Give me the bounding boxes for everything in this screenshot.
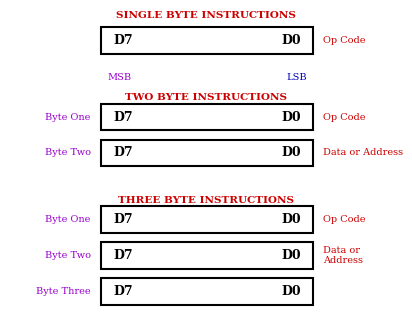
Text: D7: D7 <box>113 111 133 124</box>
Text: TWO BYTE INSTRUCTIONS: TWO BYTE INSTRUCTIONS <box>125 93 287 102</box>
Text: Op Code: Op Code <box>323 112 366 122</box>
Text: D0: D0 <box>281 146 301 159</box>
Text: Byte Three: Byte Three <box>36 287 91 296</box>
Text: D7: D7 <box>113 285 133 298</box>
Text: Op Code: Op Code <box>323 36 366 45</box>
Text: D7: D7 <box>113 249 133 262</box>
Text: SINGLE BYTE INSTRUCTIONS: SINGLE BYTE INSTRUCTIONS <box>116 11 296 21</box>
Text: Byte Two: Byte Two <box>44 251 91 260</box>
Text: Byte One: Byte One <box>45 215 91 224</box>
Bar <box>101 140 313 166</box>
Text: THREE BYTE INSTRUCTIONS: THREE BYTE INSTRUCTIONS <box>118 196 294 205</box>
Text: Data or
Address: Data or Address <box>323 246 363 265</box>
Text: D0: D0 <box>281 111 301 124</box>
Bar <box>101 27 313 54</box>
Text: MSB: MSB <box>107 73 131 82</box>
Bar <box>101 278 313 305</box>
Text: D7: D7 <box>113 34 133 47</box>
Text: D7: D7 <box>113 146 133 159</box>
Bar <box>101 242 313 269</box>
Text: D0: D0 <box>281 285 301 298</box>
Text: D0: D0 <box>281 249 301 262</box>
Bar <box>101 104 313 130</box>
Text: D0: D0 <box>281 213 301 226</box>
Text: Op Code: Op Code <box>323 215 366 224</box>
Text: Byte One: Byte One <box>45 112 91 122</box>
Bar <box>101 206 313 233</box>
Text: D7: D7 <box>113 213 133 226</box>
Text: Byte Two: Byte Two <box>44 148 91 157</box>
Text: Data or Address: Data or Address <box>323 148 403 157</box>
Text: D0: D0 <box>281 34 301 47</box>
Text: LSB: LSB <box>286 73 307 82</box>
